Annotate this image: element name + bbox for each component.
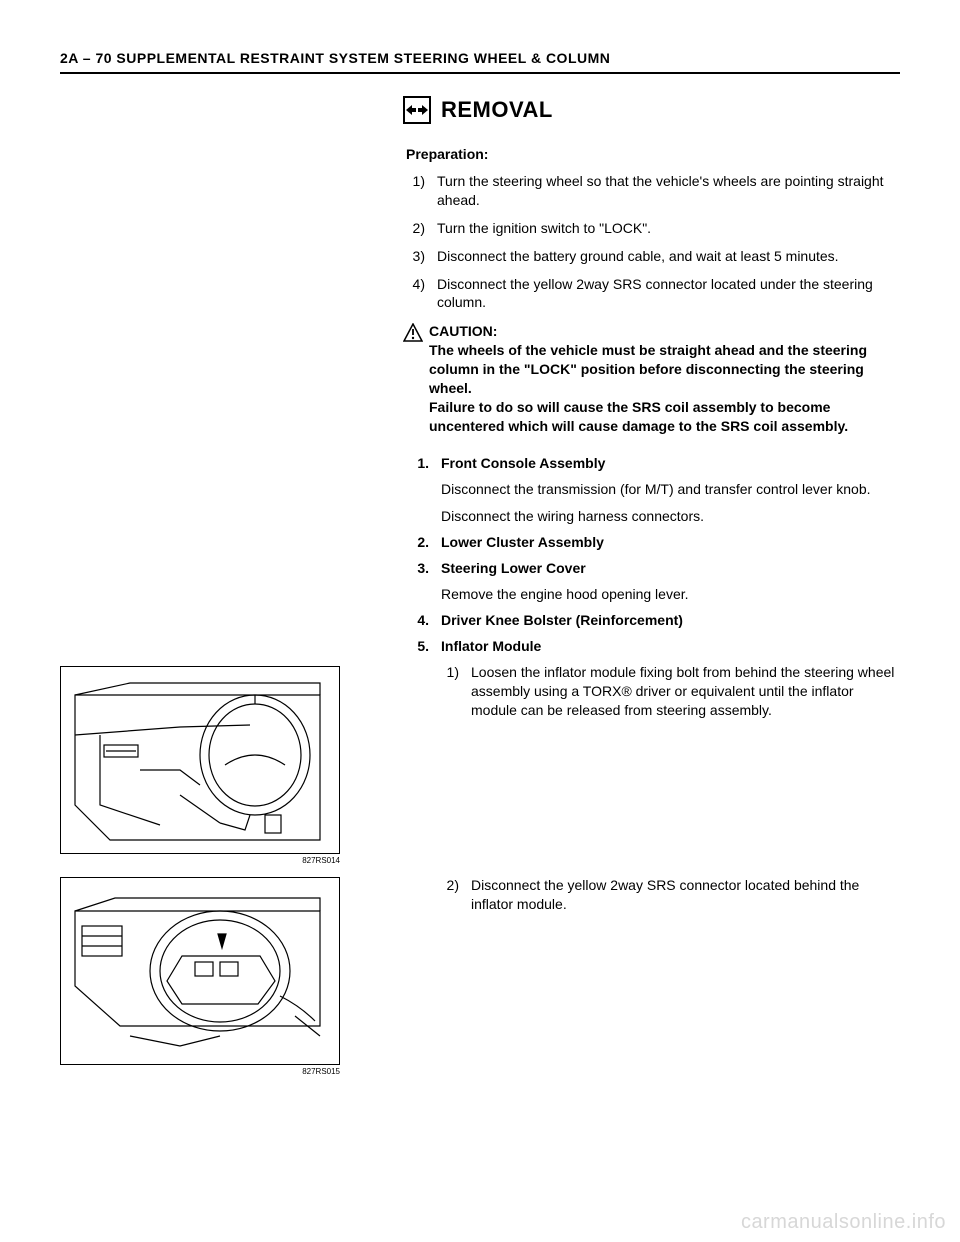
caution-body-text: The wheels of the vehicle must be straig… [429, 342, 867, 434]
figure-2 [60, 877, 340, 1065]
step-3: 3. Steering Lower Cover Remove the engin… [403, 559, 900, 604]
removal-icon [403, 96, 431, 124]
figure-1 [60, 666, 340, 854]
prep-item-4: 4)Disconnect the yellow 2way SRS connect… [403, 275, 900, 313]
caution-text: CAUTION: The wheels of the vehicle must … [429, 322, 900, 435]
watermark: carmanualsonline.info [741, 1211, 946, 1234]
section-title: REMOVAL [441, 97, 553, 123]
figure-column: 827RS014 [60, 96, 375, 1088]
step-5: 5. Inflator Module 1) Loosen the inflato… [403, 637, 900, 923]
page-header: 2A – 70 SUPPLEMENTAL RESTRAINT SYSTEM ST… [60, 50, 900, 74]
preparation-heading: Preparation: [406, 146, 900, 162]
step-4: 4. Driver Knee Bolster (Reinforcement) [403, 611, 900, 630]
step-5-sub-1: 1) Loosen the inflator module fixing bol… [441, 663, 900, 720]
step-1: 1. Front Console Assembly Disconnect the… [403, 454, 900, 527]
figure-2-caption: 827RS015 [60, 1067, 340, 1076]
prep-item-1: 1)Turn the steering wheel so that the ve… [403, 172, 900, 210]
caution-icon [403, 322, 429, 435]
step-5-sub-2: 2) Disconnect the yellow 2way SRS connec… [441, 876, 900, 914]
prep-item-2: 2)Turn the ignition switch to "LOCK". [403, 219, 900, 238]
prep-item-3: 3)Disconnect the battery ground cable, a… [403, 247, 900, 266]
text-column: REMOVAL Preparation: 1)Turn the steering… [375, 96, 900, 1088]
figure-1-caption: 827RS014 [60, 856, 340, 865]
step-2: 2. Lower Cluster Assembly [403, 533, 900, 552]
